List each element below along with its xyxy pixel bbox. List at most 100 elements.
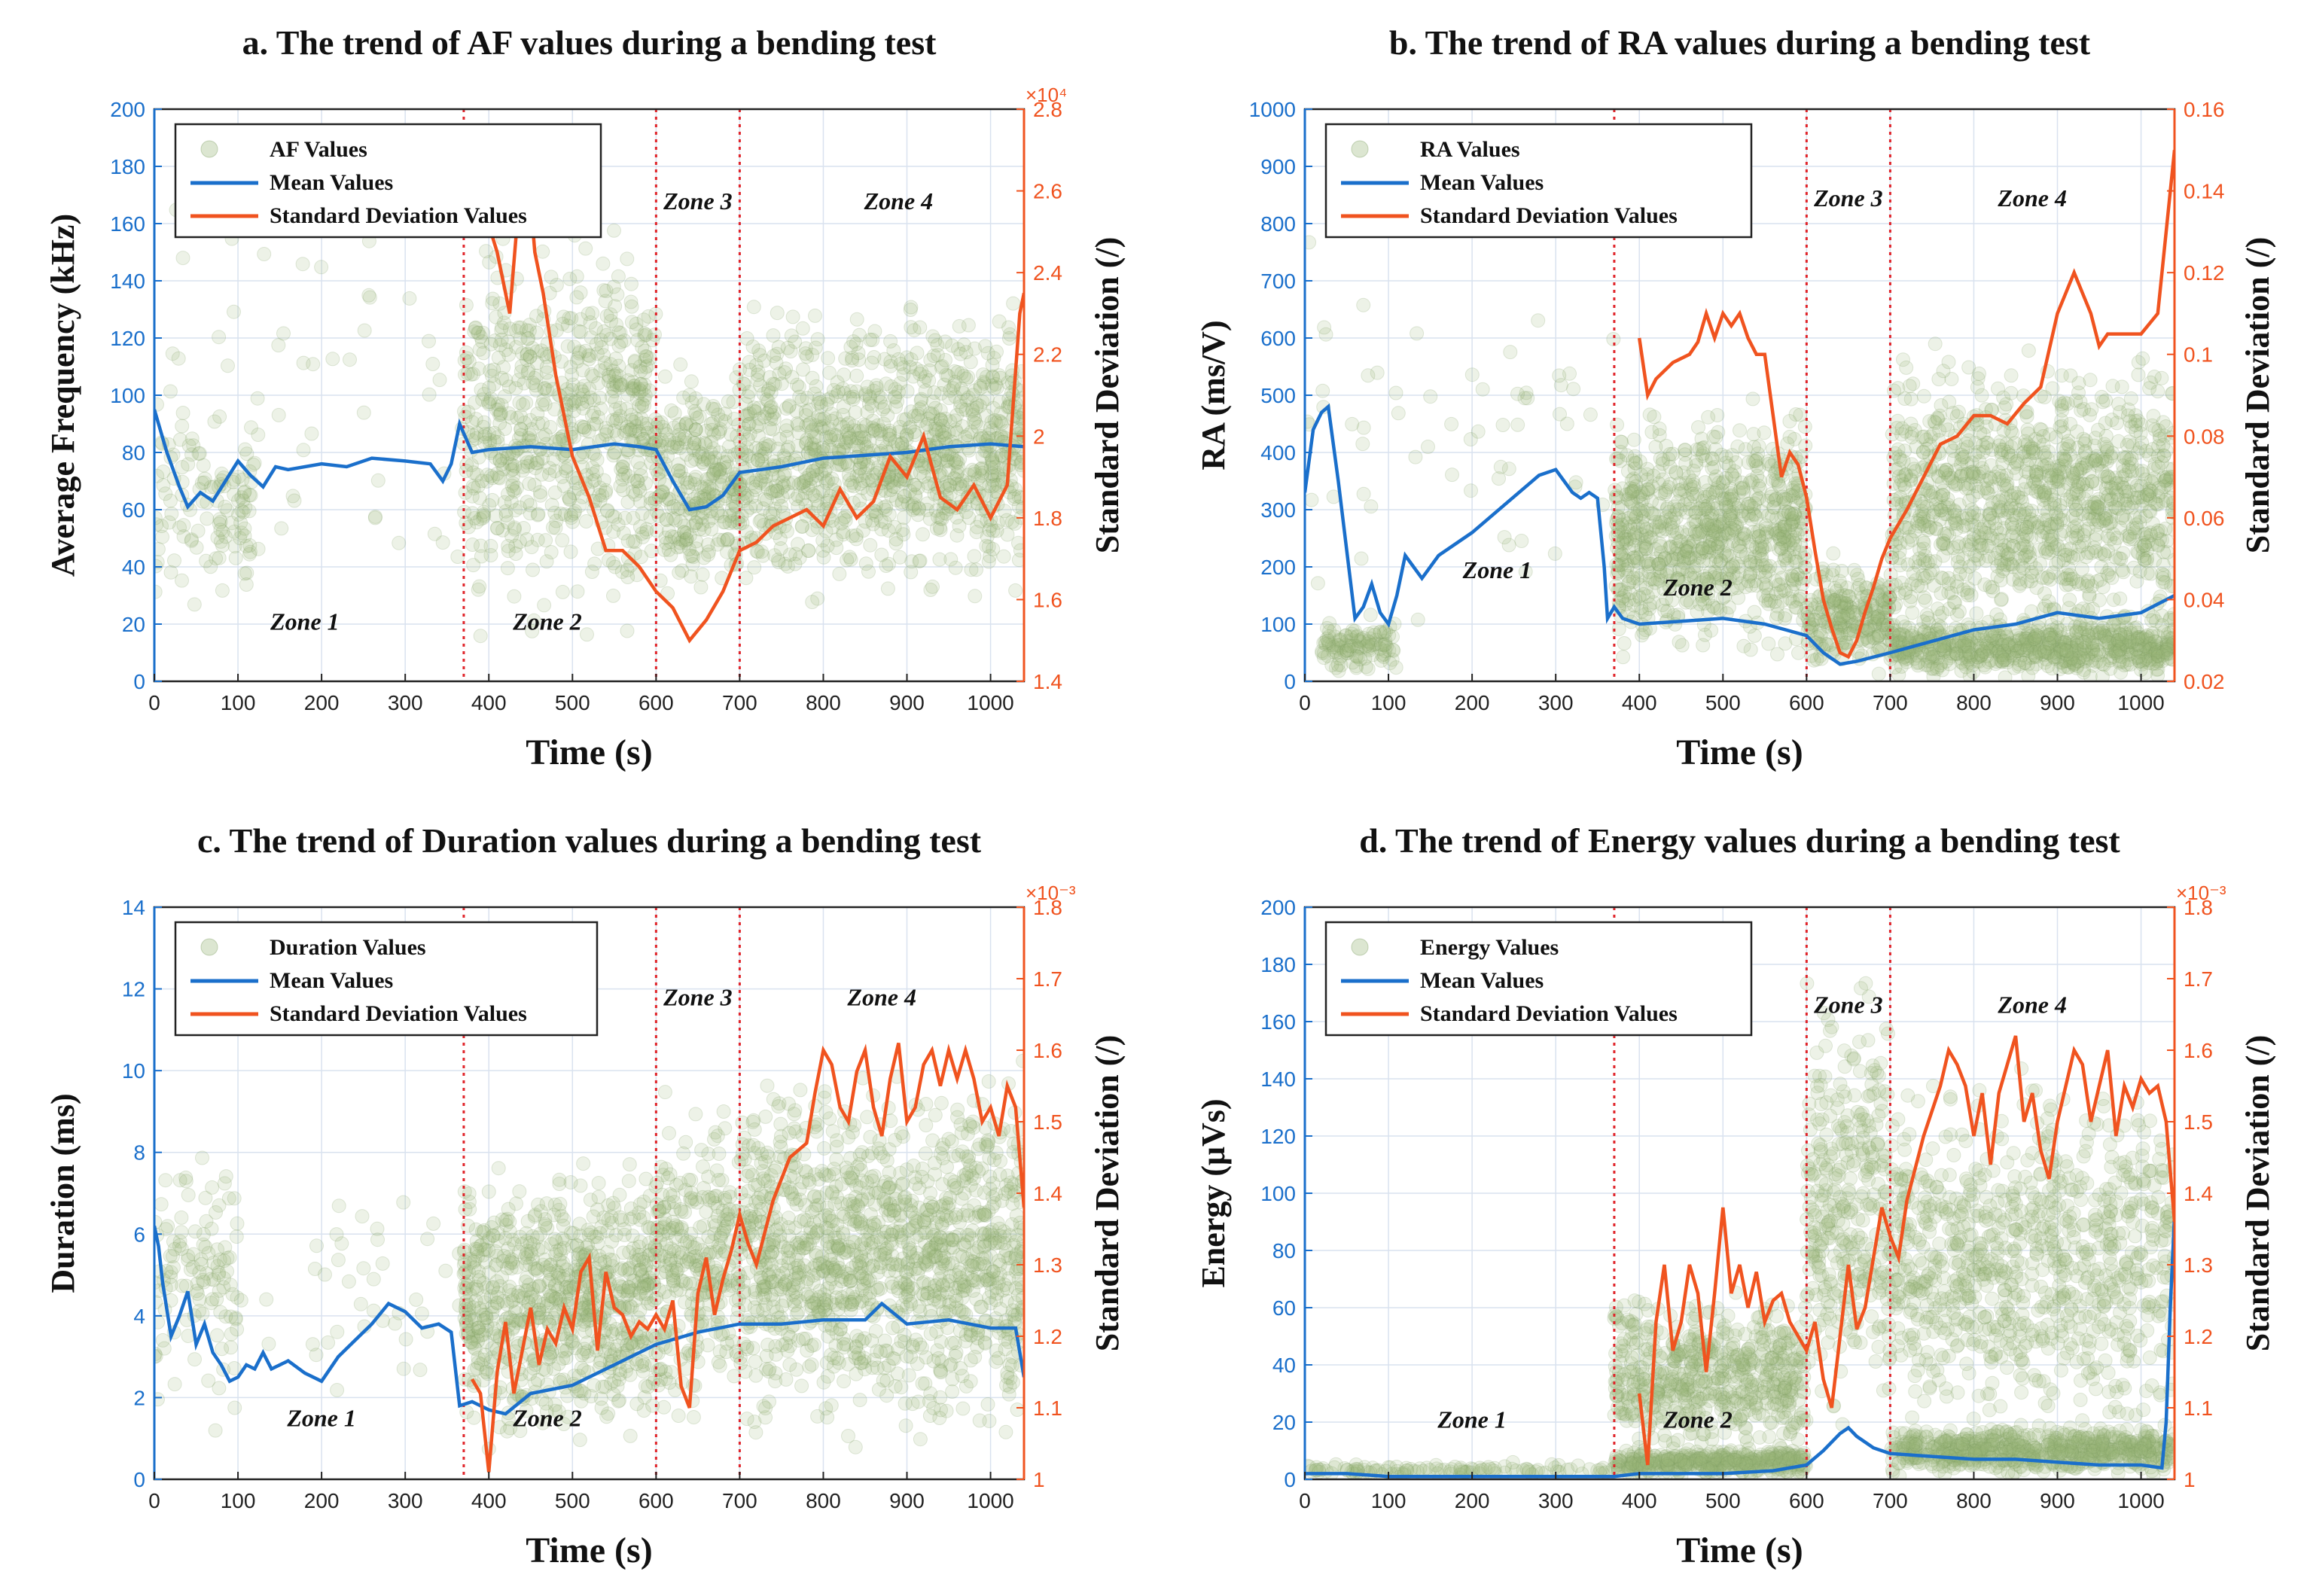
scatter-point [529,344,544,359]
scatter-point [823,430,838,445]
scatter-point [824,413,840,428]
scatter-point [529,368,544,383]
scatter-point [821,421,837,436]
scatter-point [664,440,679,455]
scatter-point [869,381,884,395]
scatter-point [1316,650,1331,666]
scatter-point [672,428,686,443]
scatter-point [501,334,516,349]
scatter-point [993,414,1008,429]
scatter-point [794,392,809,407]
scatter-point [1011,553,1024,568]
scatter-point [983,549,998,564]
scatter-point [879,499,894,514]
scatter-point [928,401,943,416]
scatter-point [668,513,683,528]
y-tick-label: 40 [122,556,145,579]
scatter-point [2019,526,2033,541]
scatter-point [1008,482,1022,497]
scatter-point [611,338,626,353]
scatter-point [1376,647,1391,662]
scatter-point [747,401,761,416]
scatter-point [751,401,766,416]
scatter-point [800,349,815,364]
scatter-point [975,394,990,410]
scatter-point [468,321,483,336]
scatter-point [458,367,472,382]
scatter-point [191,446,206,461]
scatter-point [617,465,632,480]
scatter-point [643,491,658,506]
scatter-point [542,461,557,476]
x-tick-label: 300 [388,691,423,714]
scatter-point [898,489,912,504]
scatter-point [1339,643,1354,658]
scatter-point [227,487,242,502]
scatter-point [680,475,695,490]
scatter-point [234,490,249,505]
scatter-point [2071,385,2086,401]
x-tick-label: 900 [889,691,925,714]
scatter-point [803,416,818,431]
scatter-point [1495,418,1510,432]
scatter-point [943,486,958,501]
scatter-point [636,382,651,397]
scatter-point [613,325,628,340]
scatter-point [1344,632,1359,647]
y2-tick-label: 2 [1033,425,1045,448]
scatter-point [1463,432,1478,446]
scatter-point [945,338,959,353]
scatter-point [965,404,980,419]
scatter-point [538,533,553,548]
scatter-point [952,477,968,492]
scatter-point [638,476,653,491]
scatter-point [953,346,968,361]
scatter-point [483,432,498,447]
scatter-point [2147,471,2162,486]
scatter-point [819,475,834,490]
scatter-point [525,341,540,355]
scatter-point [693,490,709,505]
scatter-point [696,481,712,496]
scatter-point [781,476,796,491]
scatter-point [696,550,712,565]
scatter-point [815,543,830,558]
scatter-point [675,533,690,547]
scatter-point [907,477,922,492]
scatter-point [902,421,916,436]
scatter-point [955,474,970,489]
scatter-point [952,481,968,496]
scatter-point [517,376,532,391]
scatter-point [1007,516,1022,531]
scatter-point [1324,638,1339,653]
scatter-point [603,307,618,322]
scatter-point [718,515,733,529]
scatter-point [873,427,888,441]
scatter-point [1007,489,1022,504]
scatter-point [1897,477,1911,492]
scatter-point [549,278,564,293]
scatter-point [795,492,810,507]
y-tick-label: 80 [122,441,145,464]
scatter-point [916,527,930,542]
scatter-point [651,466,666,481]
scatter-point [466,558,481,573]
scatter-point [539,554,554,569]
scatter-point [752,475,767,490]
scatter-point [496,360,511,375]
scatter-point [574,449,590,464]
scatter-point [690,488,706,503]
scatter-point [986,523,1001,538]
scatter-point [2094,389,2109,404]
scatter-point [941,391,956,406]
scatter-point [770,346,785,361]
scatter-point [613,376,627,391]
scatter-point [1326,644,1341,659]
scatter-point [904,404,919,419]
scatter-point [940,452,955,468]
scatter-point [651,489,666,504]
scatter-point [670,501,685,516]
scatter-point [675,563,690,578]
scatter-point [893,376,908,391]
scatter-point [577,420,592,435]
